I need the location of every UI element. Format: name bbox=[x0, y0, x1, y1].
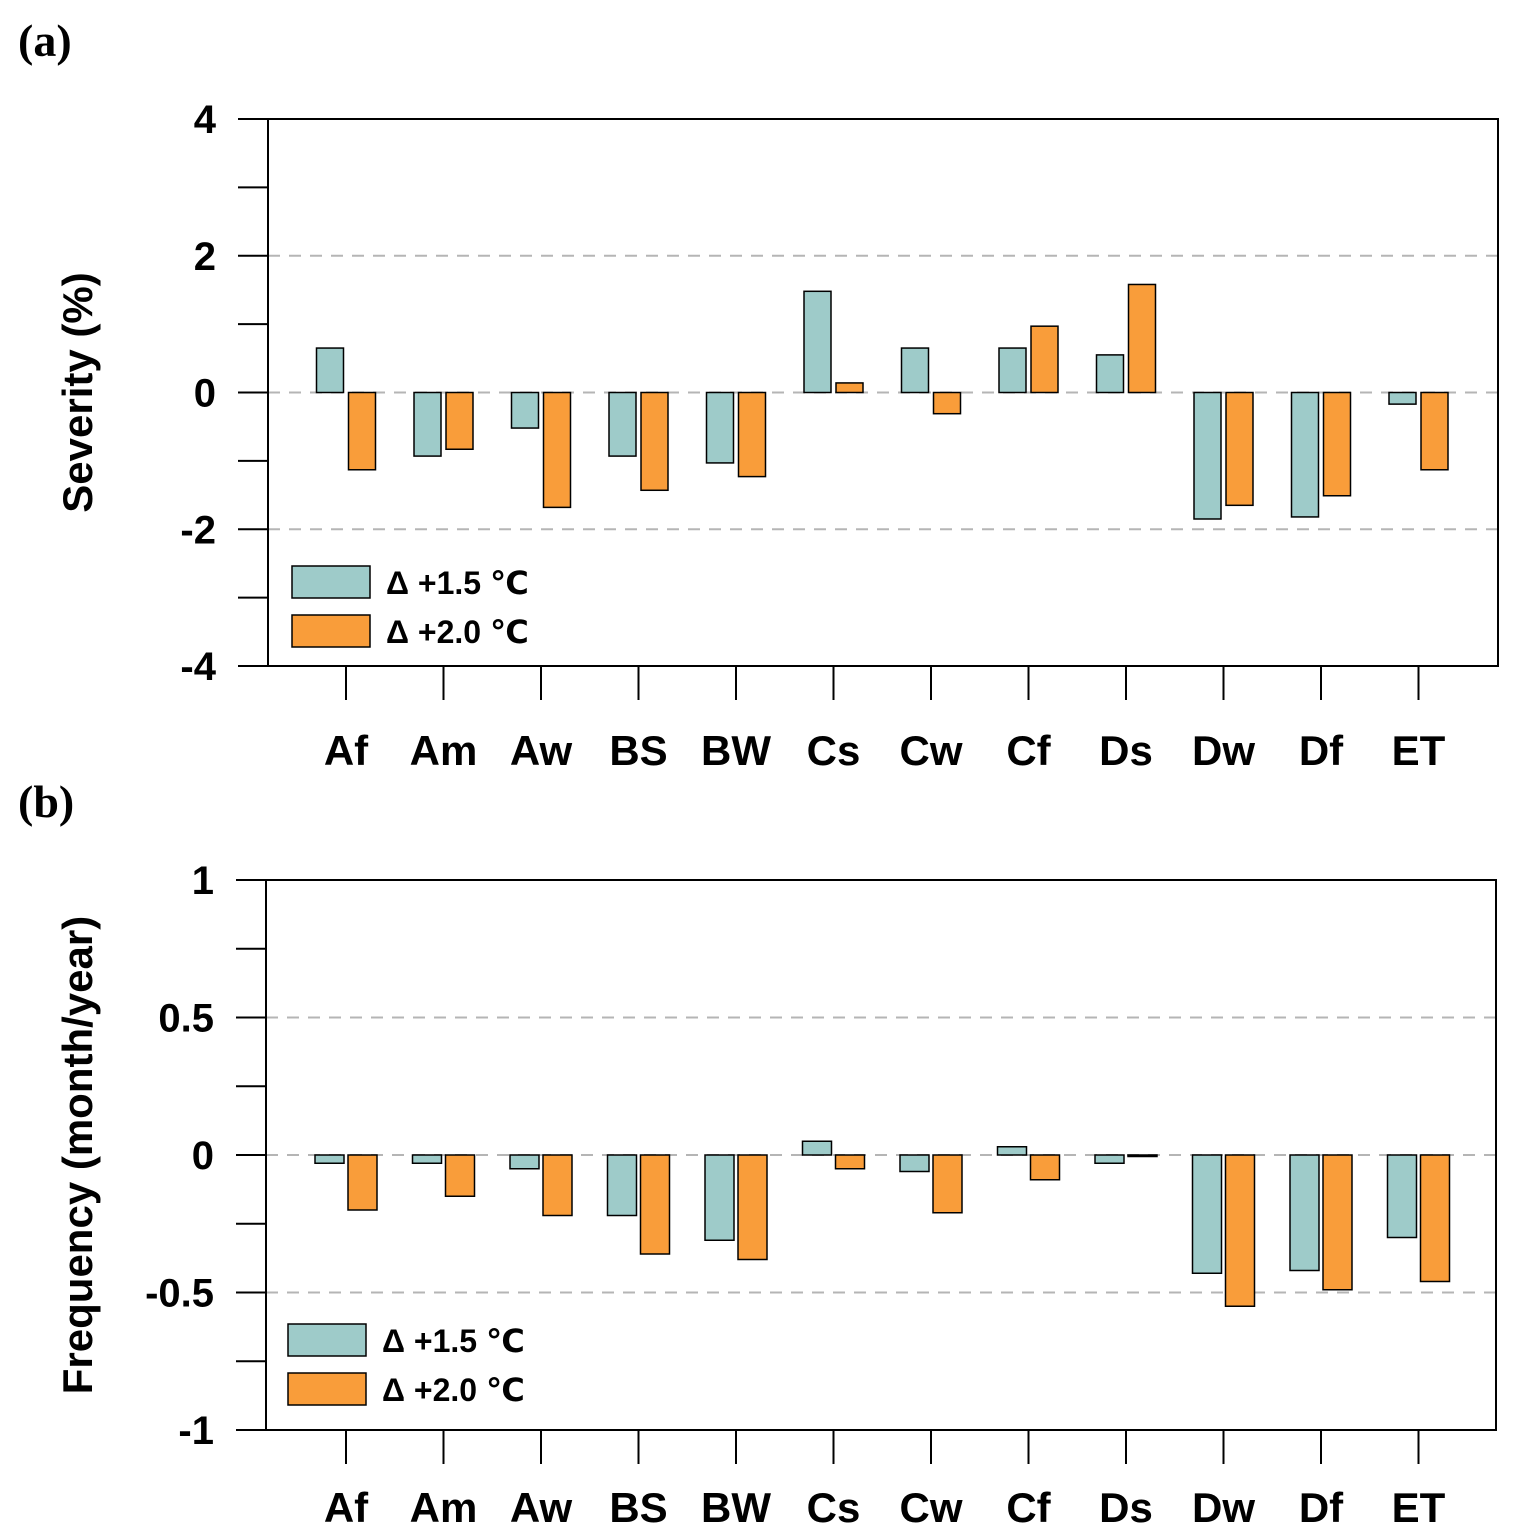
bar-ET-series-2 bbox=[1419, 1154, 1451, 1283]
x-tick-label: Cf bbox=[1006, 727, 1051, 774]
y-axis-label: Severity (%) bbox=[54, 272, 101, 512]
bar-Cf-series-1 bbox=[998, 347, 1027, 394]
x-tick-label: ET bbox=[1392, 727, 1446, 774]
bar-Cf-series-1 bbox=[996, 1146, 1028, 1156]
bar-Cf-series-2 bbox=[1030, 325, 1059, 394]
x-tick-label: Cs bbox=[807, 727, 861, 774]
x-tick-label: Aw bbox=[510, 1484, 573, 1531]
bar-Cw-series-2 bbox=[932, 391, 962, 415]
x-tick-label: BS bbox=[609, 727, 667, 774]
bar-Df-series-1 bbox=[1290, 391, 1320, 518]
bar-Ds-series-1 bbox=[1095, 354, 1125, 394]
bar-Af-series-2 bbox=[347, 1154, 378, 1211]
x-tick-label: BW bbox=[701, 1484, 771, 1531]
y-tick-label: -0.5 bbox=[145, 1272, 214, 1316]
panel-label: (a) bbox=[18, 15, 72, 66]
y-tick-label: 4 bbox=[194, 98, 217, 142]
bar-Am-series-1 bbox=[411, 1154, 443, 1164]
bar-Af-series-2 bbox=[347, 391, 377, 471]
bar-Dw-series-2 bbox=[1224, 1154, 1256, 1307]
bar-ET-series-1 bbox=[1388, 391, 1417, 405]
bar-BS-series-1 bbox=[608, 391, 637, 457]
x-tick-label: Dw bbox=[1192, 1484, 1255, 1531]
x-tick-label: Df bbox=[1299, 1484, 1344, 1531]
bar-Am-series-1 bbox=[413, 391, 442, 457]
bar-Aw-series-2 bbox=[542, 1154, 573, 1217]
chart-panel-a: (a) Af Am Aw BS BW Cs Cw Cf Ds Dw Df ET 4 2 0 -2 -4 Severi… bbox=[18, 15, 1499, 774]
x-tick-label: BW bbox=[701, 727, 771, 774]
bar-Cf-series-2 bbox=[1029, 1154, 1061, 1181]
bar-Cs-series-2 bbox=[835, 382, 864, 394]
x-tick-label: Df bbox=[1299, 727, 1344, 774]
legend-label-1: Δ +1.5 ℃ bbox=[382, 1323, 525, 1359]
y-tick-label: -2 bbox=[180, 508, 216, 552]
bar-Cs-series-2 bbox=[834, 1154, 866, 1170]
x-tick-label: Dw bbox=[1192, 727, 1255, 774]
legend-swatch-1 bbox=[287, 1323, 367, 1357]
y-tick-label: 0.5 bbox=[158, 997, 214, 1041]
y-axis-label: Frequency (month/year) bbox=[54, 916, 101, 1394]
x-tick-label: Cf bbox=[1006, 1484, 1051, 1531]
x-tick-label: Ds bbox=[1099, 1484, 1153, 1531]
bar-Am-series-2 bbox=[444, 1154, 476, 1197]
bar-BS-series-2 bbox=[639, 1154, 671, 1255]
x-tick-label: Aw bbox=[510, 727, 573, 774]
legend-swatch-2 bbox=[291, 614, 371, 648]
bar-Cs-series-1 bbox=[803, 290, 832, 394]
bar-Cw-series-1 bbox=[899, 1154, 930, 1173]
bar-BW-series-1 bbox=[704, 1154, 735, 1241]
x-tick-label: Af bbox=[324, 727, 369, 774]
y-tick-label: 0 bbox=[194, 372, 216, 416]
legend-label-2: Δ +2.0 ℃ bbox=[382, 1372, 525, 1408]
bar-Df-series-1 bbox=[1289, 1154, 1320, 1272]
chart-panel-b: (b) Af Am Aw BS BW Cs Cw Cf Ds Dw Df ET 1 0.5 0 -0.5 -1 Fr… bbox=[18, 776, 1497, 1531]
y-tick-label: 0 bbox=[192, 1134, 214, 1178]
bar-ET-series-2 bbox=[1420, 391, 1449, 471]
x-tick-label: BS bbox=[609, 1484, 667, 1531]
x-tick-label: Am bbox=[410, 1484, 478, 1531]
legend-swatch-1 bbox=[291, 565, 371, 599]
x-tick-label: Cs bbox=[807, 1484, 861, 1531]
bar-Dw-series-2 bbox=[1225, 391, 1254, 507]
x-tick-label: Cw bbox=[900, 1484, 963, 1531]
bar-ET-series-1 bbox=[1386, 1154, 1418, 1239]
panel-label: (b) bbox=[18, 776, 74, 827]
bar-Df-series-2 bbox=[1322, 391, 1352, 497]
bar-Aw-series-2 bbox=[542, 391, 572, 509]
legend-label-2: Δ +2.0 ℃ bbox=[386, 614, 529, 650]
bar-Ds-series-1 bbox=[1094, 1154, 1125, 1164]
y-tick-label: 1 bbox=[192, 859, 214, 903]
x-tick-label: Ds bbox=[1099, 727, 1153, 774]
bar-Cs-series-1 bbox=[801, 1140, 833, 1156]
bar-BW-series-2 bbox=[737, 1154, 768, 1261]
bar-Aw-series-1 bbox=[510, 391, 540, 429]
bar-Ds-series-2 bbox=[1127, 1154, 1158, 1158]
bar-Am-series-2 bbox=[445, 391, 474, 451]
x-tick-label: Af bbox=[324, 1484, 369, 1531]
x-tick-label: Am bbox=[410, 727, 478, 774]
bar-BW-series-1 bbox=[705, 391, 735, 464]
bar-Cw-series-2 bbox=[932, 1154, 963, 1214]
bar-Af-series-1 bbox=[314, 1154, 345, 1164]
y-tick-label: 2 bbox=[194, 235, 216, 279]
bar-Cw-series-1 bbox=[900, 347, 930, 394]
y-tick-label: -4 bbox=[180, 645, 216, 689]
x-tick-label: Cw bbox=[900, 727, 963, 774]
bar-Ds-series-2 bbox=[1127, 283, 1157, 394]
bar-BW-series-2 bbox=[737, 391, 767, 478]
legend-label-1: Δ +1.5 ℃ bbox=[386, 565, 529, 601]
bar-Dw-series-1 bbox=[1193, 391, 1222, 520]
x-tick-label: ET bbox=[1392, 1484, 1446, 1531]
bar-Df-series-2 bbox=[1322, 1154, 1353, 1291]
bar-BS-series-2 bbox=[640, 391, 669, 492]
y-tick-label: -1 bbox=[178, 1409, 214, 1453]
bar-Af-series-1 bbox=[315, 347, 345, 394]
bar-Aw-series-1 bbox=[509, 1154, 540, 1170]
legend-swatch-2 bbox=[287, 1372, 367, 1406]
bar-BS-series-1 bbox=[606, 1154, 638, 1217]
bar-Dw-series-1 bbox=[1191, 1154, 1223, 1274]
